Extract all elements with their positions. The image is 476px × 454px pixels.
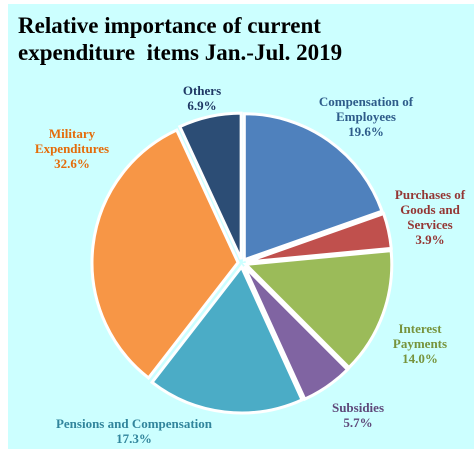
pie-slice [242,265,350,402]
slice-value: 19.6% [348,124,384,139]
slice-name: Goods and [400,202,460,217]
slice-value: 14.0% [402,351,438,366]
pie-slice [149,264,305,415]
slice-label: Compensation of Employees 19.6% [319,94,414,139]
pie-slice [90,128,240,381]
slice-name: Pensions and Compensation [56,416,213,431]
chart-title: Relative importance of current expenditu… [18,12,458,66]
slice-name: Military [49,126,96,141]
chart-title-line: Relative importance of current [18,13,321,38]
slice-name: Interest [398,321,442,336]
slice-name: Purchases of [395,187,466,202]
slice-label: Purchases of Goods and Services 3.9% [395,187,466,247]
slice-label: Interest Payments 14.0% [393,321,447,366]
slice-value: 3.9% [415,232,444,247]
slice-value: 17.3% [116,431,152,446]
slice-label: Military Expenditures 32.6% [35,126,109,171]
slice-value: 32.6% [54,156,90,171]
slice-value: 5.7% [343,415,372,430]
slice-name: Payments [393,336,447,351]
slice-name: Expenditures [35,141,109,156]
pie-slice [242,248,394,370]
slice-label: Others 6.9% [183,83,221,113]
pie-slice [177,111,243,260]
slice-name: Others [183,83,221,98]
slice-label: Subsidies 5.7% [332,400,384,430]
slice-name: Employees [336,109,396,124]
pie-slice [242,112,384,262]
chart-title-line: expenditure items Jan.-Jul. 2019 [18,40,343,65]
slice-name: Services [407,217,452,232]
pie-slice [245,211,393,264]
slice-name: Subsidies [332,400,384,415]
slice-name: Compensation of [319,94,414,109]
slice-value: 6.9% [187,98,216,113]
slice-label: Pensions and Compensation 17.3% [56,416,213,446]
